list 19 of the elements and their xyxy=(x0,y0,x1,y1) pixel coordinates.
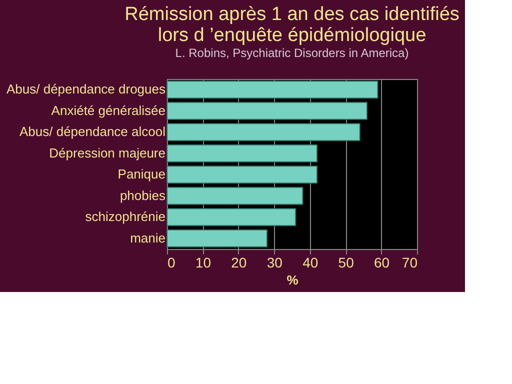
y-tick-label: schizophrénie xyxy=(85,209,166,224)
chart-title: Rémission après 1 an des cas identifiés lors d ’enquête épidémiologique xyxy=(124,4,460,46)
x-tick-label: 20 xyxy=(231,254,247,270)
y-tick-label: Panique xyxy=(118,166,166,182)
x-tick-label: 10 xyxy=(195,254,212,270)
x-tick-label: 40 xyxy=(302,254,318,270)
y-tick-label: manie xyxy=(130,230,166,246)
y-tick-label: Abus/ dépendance drogues xyxy=(6,82,166,97)
x-tick-label: 0 xyxy=(168,254,176,270)
x-tick-label: 60 xyxy=(374,254,390,270)
x-tick-label: 70 xyxy=(402,254,418,270)
y-tick-label: Abus/ dépendance alcool xyxy=(19,124,166,140)
x-tick-label: 30 xyxy=(266,254,283,270)
chart-subtitle: L. Robins, Psychiatric Disorders in America) xyxy=(175,46,409,60)
y-tick-label: phobies xyxy=(120,188,166,203)
x-tick-label: 50 xyxy=(338,254,354,270)
x-axis-title: % xyxy=(286,272,299,288)
y-tick-label: Anxiété généralisée xyxy=(51,102,166,118)
y-tick-label: Dépression majeure xyxy=(49,145,166,160)
